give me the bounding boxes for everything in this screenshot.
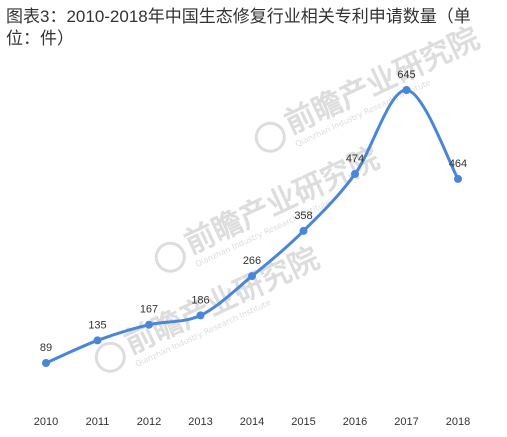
data-label: 266 [243, 255, 261, 267]
data-label: 89 [40, 342, 52, 354]
x-tick-label: 2013 [188, 416, 212, 428]
data-point [402, 86, 411, 94]
x-tick-label: 2014 [240, 416, 264, 428]
data-point [196, 311, 205, 320]
data-label: 464 [449, 158, 467, 170]
data-label: 186 [191, 294, 209, 306]
data-point [93, 336, 102, 345]
watermark-logo-icon [254, 121, 286, 153]
data-point [145, 320, 153, 329]
x-tick-label: 2015 [291, 416, 315, 428]
data-point [42, 359, 50, 367]
series-line [44, 88, 460, 365]
data-label: 358 [294, 210, 312, 222]
x-tick-label: 2017 [394, 416, 418, 428]
x-tick-label: 2010 [34, 416, 58, 428]
data-label: 135 [88, 319, 106, 331]
data-label: 167 [140, 304, 158, 316]
watermark-logo-icon [94, 341, 126, 373]
data-point [351, 169, 359, 178]
data-label: 645 [397, 69, 415, 81]
data-point [454, 174, 462, 183]
watermark-logo-icon [154, 241, 186, 273]
x-tick-label: 2016 [343, 416, 367, 428]
data-point [299, 226, 308, 235]
x-tick-label: 2011 [86, 416, 110, 428]
x-tick-label: 2018 [446, 416, 470, 428]
chart-title: 图表3：2010-2018年中国生态修复行业相关专利申请数量（单位：件） [6, 7, 471, 48]
data-point [248, 272, 256, 281]
data-label: 474 [346, 153, 364, 165]
x-tick-label: 2012 [137, 416, 161, 428]
